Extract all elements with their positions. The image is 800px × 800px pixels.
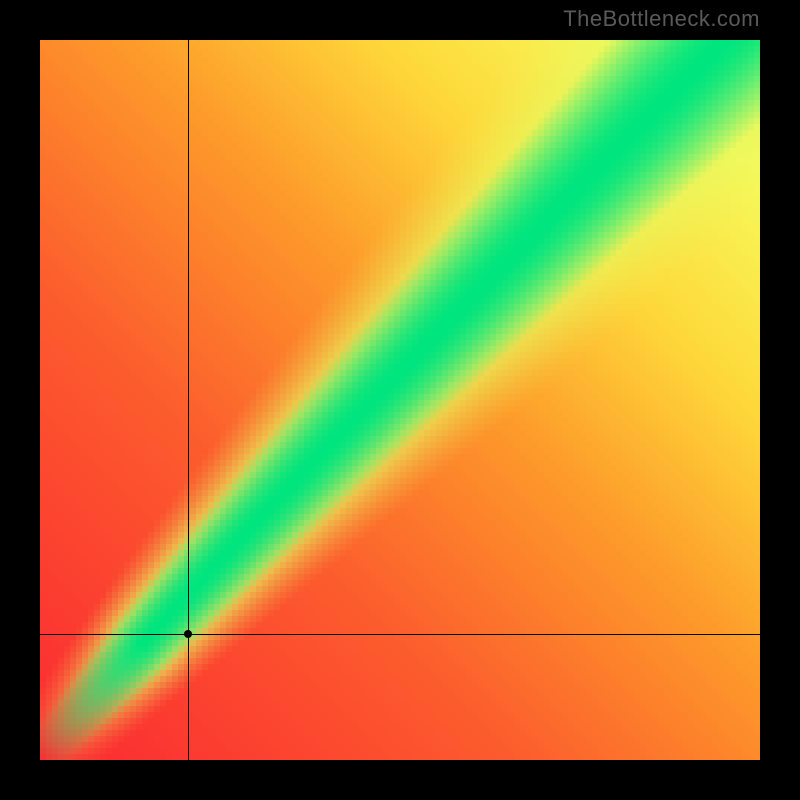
crosshair-marker-dot xyxy=(184,630,192,638)
crosshair-vertical-line xyxy=(188,40,189,760)
watermark-text: TheBottleneck.com xyxy=(563,6,760,32)
heatmap-plot-area xyxy=(40,40,760,760)
bottleneck-heatmap xyxy=(40,40,760,760)
crosshair-horizontal-line xyxy=(40,634,760,635)
